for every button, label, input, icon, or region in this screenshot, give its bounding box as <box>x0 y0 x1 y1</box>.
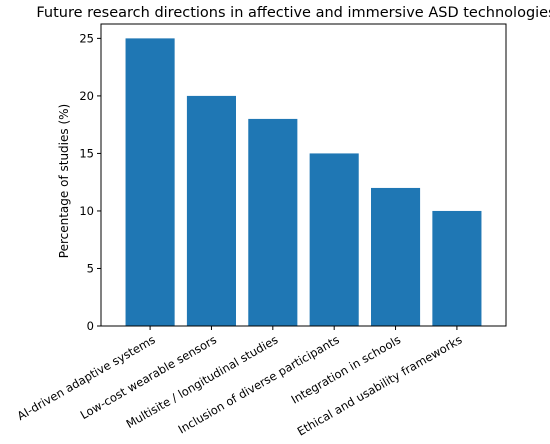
y-tick-label: 10 <box>79 204 94 218</box>
y-tick-label: 5 <box>87 261 94 275</box>
bar-4 <box>309 153 359 326</box>
plot-frame <box>100 23 507 327</box>
bar-6 <box>432 210 482 326</box>
x-tick-label: Integration in schools <box>289 332 403 406</box>
bar-5 <box>371 187 421 326</box>
bars-layer <box>125 38 482 327</box>
bar-1 <box>125 38 175 326</box>
bar-3 <box>248 118 298 327</box>
chart-title: Future research directions in affective … <box>36 5 550 21</box>
y-tick-label: 20 <box>79 89 94 103</box>
y-axis-label: Percentage of studies (%) <box>57 104 71 258</box>
y-tick-label: 25 <box>79 31 94 45</box>
bar-2 <box>186 95 236 327</box>
y-tick-label: 0 <box>87 319 94 333</box>
y-tick-label: 15 <box>79 146 94 160</box>
y-ticks-layer: 0 5 10 15 20 25 <box>79 31 101 333</box>
